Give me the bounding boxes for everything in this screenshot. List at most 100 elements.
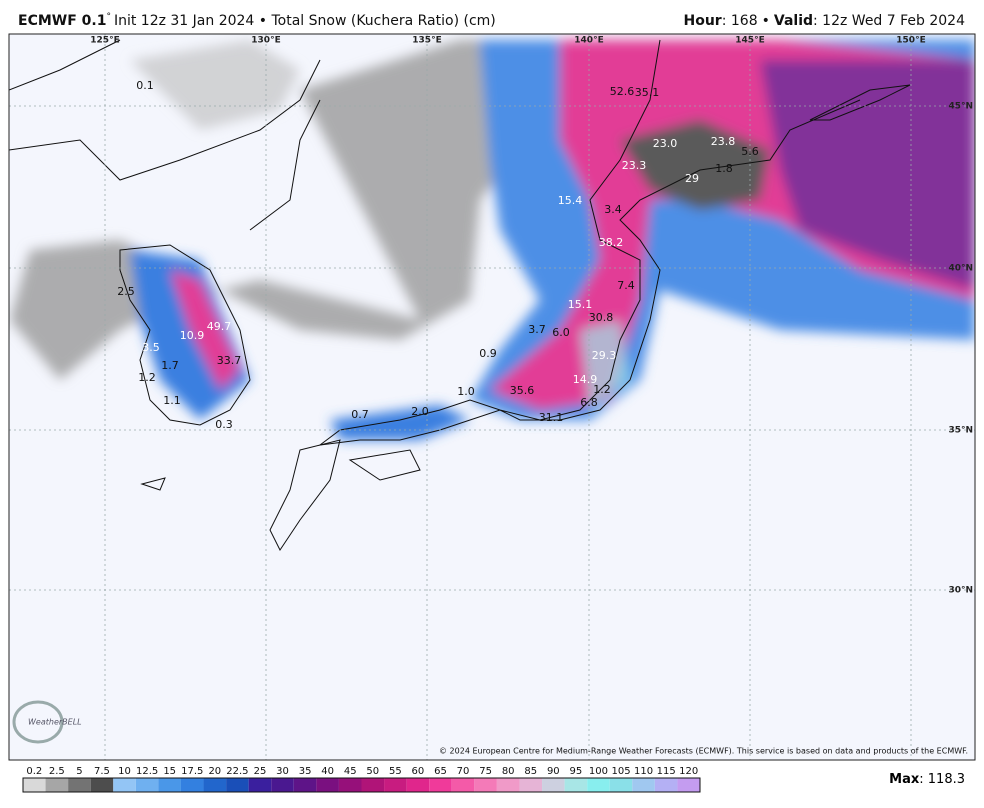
colorbar-cell: [609, 778, 633, 792]
colorbar-label: 115: [657, 766, 676, 777]
longitude-label: 140°E: [574, 36, 603, 46]
snow-total-label: 23.8: [711, 135, 736, 148]
longitude-label: 150°E: [896, 36, 925, 46]
longitude-label: 135°E: [412, 36, 441, 46]
latitude-label: 35°N: [948, 426, 973, 436]
colorbar-label: 7.5: [94, 766, 110, 777]
snow-total-label: 6.8: [580, 396, 598, 409]
colorbar-cell: [564, 778, 588, 792]
max-value: : 118.3: [919, 772, 965, 787]
colorbar-label: 85: [524, 766, 537, 777]
colorbar: 0.2 2.5 5 7.5 10 12.5 15 17.5 20 22.5 25 30 35 40 45 50…: [22, 766, 701, 793]
colorbar-cell: [542, 778, 565, 792]
snow-total-label: 52.6: [610, 85, 635, 98]
colorbar-label: 100: [589, 766, 608, 777]
colorbar-cell: [384, 778, 407, 792]
colorbar-label: 2.5: [49, 766, 65, 777]
colorbar-cell: [496, 778, 520, 792]
snow-total-label: 6.0: [552, 326, 570, 339]
snow-total-label: 14.9: [573, 373, 598, 386]
colorbar-label: 40: [321, 766, 334, 777]
latitude-label: 40°N: [948, 264, 973, 274]
model: ECMWF 0.1: [18, 13, 106, 29]
colorbar-cell: [429, 778, 452, 792]
snow-total-label: 15.4: [558, 194, 583, 207]
colorbar-label: 80: [502, 766, 515, 777]
graticule: 125°E 130°E 135°E 140°E 145°E 150°E 45°N 40°N 35…: [9, 34, 975, 760]
colorbar-cell: [293, 778, 317, 792]
header-left: ECMWF 0.1° Init 12z 31 Jan 2024 • Total S…: [18, 12, 496, 30]
colorbar-label: 55: [389, 766, 402, 777]
logo: WeatherBELL: [12, 700, 82, 744]
copyright: © 2024 European Centre for Medium-Range …: [439, 747, 968, 756]
coastlines: [9, 39, 911, 551]
colorbar-cell: [406, 778, 430, 792]
logo-text: WeatherBELL: [28, 718, 82, 727]
colorbar-label: 70: [457, 766, 470, 777]
latitude-label: 30°N: [948, 586, 973, 596]
colorbar-label: 5: [76, 766, 82, 777]
colorbar-cell: [248, 778, 272, 792]
colorbar-cell: [158, 778, 181, 792]
colorbar-label: 0.2: [26, 766, 42, 777]
colorbar-label: 30: [276, 766, 289, 777]
snow-field: [10, 40, 975, 440]
map: 125°E 130°E 135°E 140°E 145°E 150°E 45°N 40°N 35…: [9, 34, 975, 760]
snow-total-label: 1.2: [138, 371, 156, 384]
colorbar-frame: [22, 777, 701, 793]
snow-total-label: 33.7: [217, 354, 242, 367]
colorbar-label: 50: [366, 766, 379, 777]
colorbar-label: 35: [299, 766, 312, 777]
colorbar-cell: [338, 778, 362, 792]
description: Init 12z 31 Jan 2024 • Total Snow (Kuche…: [114, 13, 496, 29]
snow-total-label: 10.9: [180, 329, 205, 342]
colorbar-cell: [45, 778, 69, 792]
snow-total-label: 23.0: [653, 137, 678, 150]
snow-total-label: 0.1: [136, 79, 154, 92]
colorbar-cell: [23, 778, 46, 792]
snow-total-label: 30.8: [589, 311, 614, 324]
hour-label: Hour: [684, 13, 722, 29]
colorbar-label: 20: [208, 766, 221, 777]
snow-total-label: 1.2: [593, 383, 611, 396]
colorbar-cell: [451, 778, 475, 792]
colorbar-cell: [113, 778, 136, 792]
snow-total-label: 2.5: [117, 285, 135, 298]
colorbar-cell: [135, 778, 159, 792]
max: Max: 118.3: [889, 772, 965, 787]
colorbar-label: 60: [412, 766, 425, 777]
separator: •: [762, 13, 770, 29]
colorbar-cell: [474, 778, 497, 792]
colorbar-cell: [203, 778, 227, 792]
map-labels: 0.1 2.5 49.710.9 3.5 33.7 1.7 1.2 1.1 0.3 0.7 2.0 1…: [117, 79, 759, 431]
colorbar-label: 10: [118, 766, 131, 777]
colorbar-cell: [587, 778, 610, 792]
snow-total-label: 1.1: [163, 394, 181, 407]
snow-total-label: 29: [685, 172, 699, 185]
colorbar-cell: [632, 778, 655, 792]
colorbar-label: 75: [479, 766, 492, 777]
snow-total-label: 3.4: [604, 203, 622, 216]
snow-total-label: 2.0: [411, 405, 429, 418]
snow-total-label: 3.7: [528, 323, 546, 336]
snow-total-label: 0.7: [351, 408, 369, 421]
colorbar-cell: [361, 778, 385, 792]
colorbar-label: 120: [679, 766, 698, 777]
colorbar-label: 22.5: [226, 766, 248, 777]
longitude-label: 130°E: [251, 36, 280, 46]
header-right: Hour: 168 • Valid: 12z Wed 7 Feb 2024: [684, 13, 966, 29]
colorbar-label: 15: [163, 766, 176, 777]
snow-total-label: 15.1: [568, 298, 593, 311]
snow-total-label: 35.6: [510, 384, 535, 397]
colorbar-label: 95: [570, 766, 583, 777]
colorbar-cell: [271, 778, 294, 792]
snow-total-label: 49.7: [207, 320, 232, 333]
latitude-label: 45°N: [948, 102, 973, 112]
snow-total-label: 0.9: [479, 347, 497, 360]
colorbar-label: 12.5: [136, 766, 158, 777]
snow-total-label: 1.7: [161, 359, 179, 372]
valid-value: : 12z Wed 7 Feb 2024: [813, 13, 965, 29]
colorbar-cell: [519, 778, 543, 792]
snow-total-label: 38.2: [599, 236, 624, 249]
